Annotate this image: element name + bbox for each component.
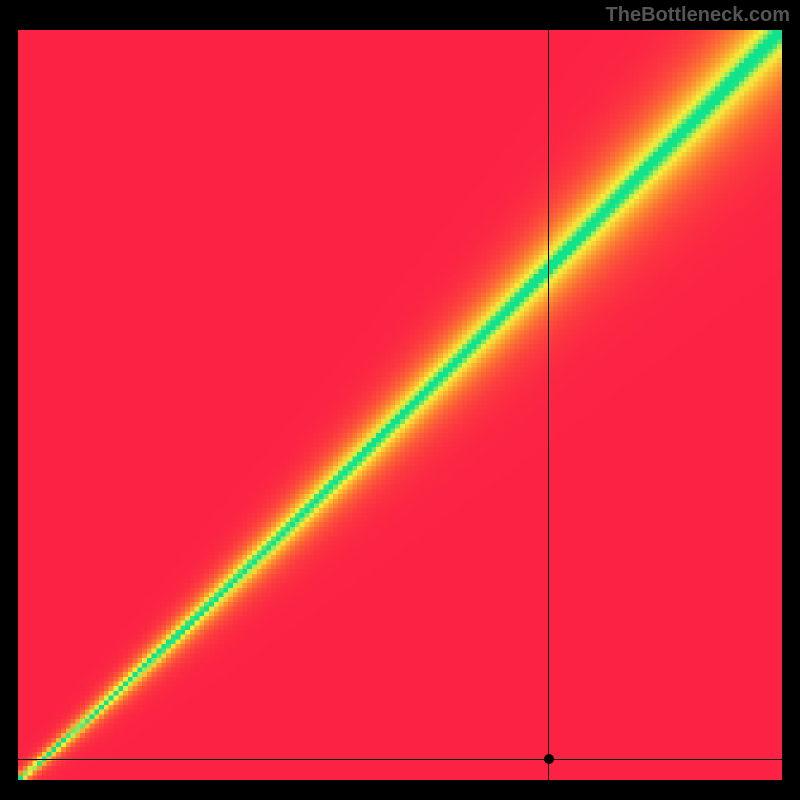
chart-container: TheBottleneck.com (0, 0, 800, 800)
bottleneck-heatmap (18, 30, 782, 780)
crosshair-marker-dot (544, 754, 554, 764)
crosshair-horizontal-line (18, 759, 782, 760)
heatmap-plot-area (18, 30, 782, 780)
watermark-text: TheBottleneck.com (606, 4, 790, 27)
crosshair-vertical-line (548, 30, 549, 780)
